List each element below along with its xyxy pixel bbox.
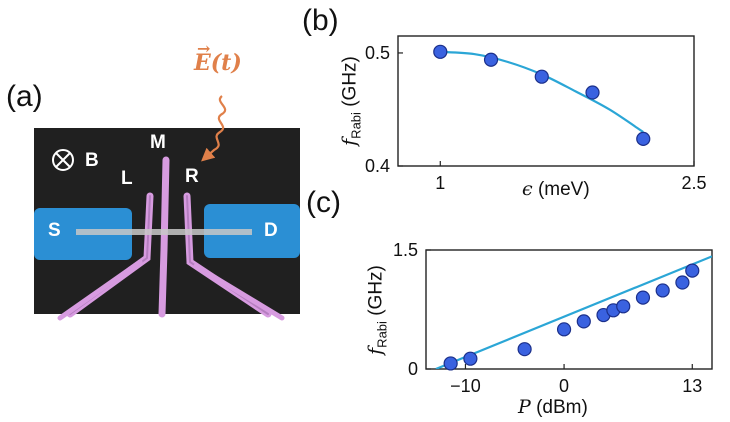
microwave-field-arrow-icon (201, 95, 227, 162)
data-point (483, 52, 499, 67)
data-point (517, 342, 532, 357)
data-point (433, 44, 448, 59)
x-tick-label: 13 (682, 376, 702, 396)
panel-b-label: (b) (302, 4, 339, 37)
m-gate (158, 156, 170, 318)
fit-curve (435, 255, 712, 369)
panel-c-label: (c) (306, 186, 341, 219)
panel-c-ylabel: fRabi (GHz) (364, 265, 390, 355)
panel-c-xlabel: P (dBm) (518, 396, 588, 418)
y-tick-label: 0.5 (365, 43, 390, 63)
terminal-s-label: S (48, 220, 61, 241)
terminal-l-label: L (121, 168, 133, 189)
panel-a-label: (a) (6, 80, 43, 113)
data-point (556, 322, 572, 337)
data-point (635, 290, 651, 305)
data-point (576, 314, 591, 329)
panel-b-xlabel: ϵ (meV) (522, 178, 590, 200)
y-tick-label: 1.5 (393, 240, 418, 260)
data-point (675, 275, 690, 290)
data-point (443, 356, 458, 371)
terminal-b-label: B (85, 150, 99, 171)
data-point (616, 299, 631, 314)
data-point (636, 131, 651, 146)
plot-frame (397, 35, 695, 167)
y-tick-label: 0 (408, 359, 418, 379)
terminal-m-label: M (150, 132, 166, 153)
data-point (534, 69, 549, 84)
y-tick-label: 0.4 (365, 156, 390, 176)
gate-electrodes (57, 156, 285, 321)
terminal-d-label: D (264, 220, 278, 241)
terminal-r-label: R (185, 166, 199, 187)
data-point (685, 263, 700, 278)
data-point (655, 283, 670, 298)
x-tick-label: 1 (435, 173, 445, 193)
plot-frame (425, 249, 713, 370)
x-tick-label: −10 (450, 376, 481, 396)
data-point (463, 351, 478, 366)
e-field-label: → E(t) (194, 39, 242, 76)
x-tick-label: 0 (559, 376, 569, 396)
b-field-into-page-icon (52, 149, 74, 171)
x-tick-label: 2.5 (681, 173, 706, 193)
data-point (585, 85, 600, 100)
